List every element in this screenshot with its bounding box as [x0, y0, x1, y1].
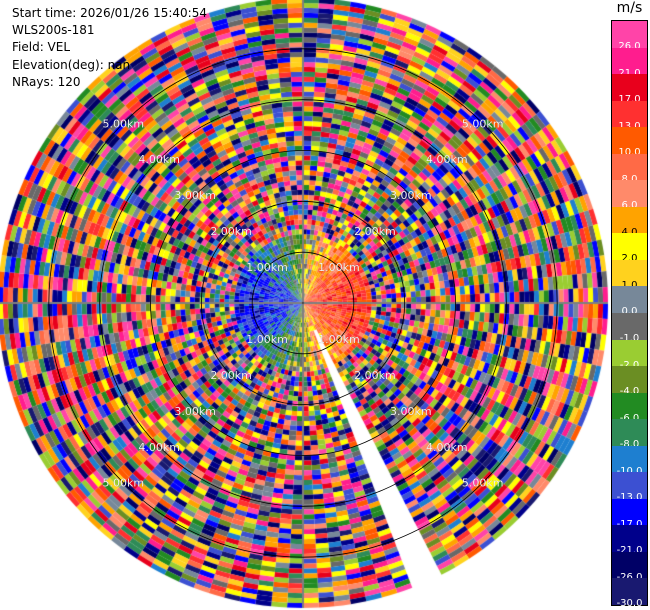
- colorbar-tick-label: 1.0: [621, 279, 638, 291]
- colorbar-tick-label: 2.0: [621, 253, 638, 265]
- colorbar-tick-label: 21.0: [618, 67, 641, 79]
- colorbar-segment: -30.0: [612, 578, 647, 609]
- colorbar: 26.0 21.0 17.0 13.0 10.0 8.0 6.0 4.0 2.0 1.0 0.0 -1…: [611, 20, 648, 609]
- range-ring-label: 3.00km: [174, 189, 216, 202]
- range-ring: [150, 150, 456, 456]
- range-ring-label: 1.00km: [318, 261, 360, 274]
- range-ring-label: 3.00km: [390, 189, 432, 202]
- colorbar-segment: -8.0: [612, 419, 647, 450]
- range-rings: 1.00km 1.00km 1.00km 1.00km 2.00km 2.00km 2.00…: [48, 48, 558, 558]
- colorbar-segment: -4.0: [612, 366, 647, 397]
- colorbar-tick-label: -26.0: [616, 571, 643, 583]
- range-ring-label: 3.00km: [174, 405, 216, 418]
- colorbar-segment: -26.0: [612, 551, 647, 583]
- range-ring-label: 2.00km: [354, 225, 396, 238]
- elevation: Elevation(deg): nan: [12, 57, 131, 72]
- range-ring-label: 5.00km: [462, 477, 504, 490]
- colorbar-tick-label: -21.0: [616, 545, 643, 557]
- range-ring-label: 2.00km: [210, 225, 252, 238]
- colorbar-segment: -2.0: [612, 339, 647, 371]
- colorbar-segment: -10.0: [612, 445, 647, 477]
- instrument-name: WLS200s-181: [12, 23, 95, 38]
- range-ring: [48, 48, 558, 558]
- range-ring-label: 4.00km: [426, 153, 468, 166]
- colorbar-segment: -6.0: [612, 392, 647, 424]
- range-ring-label: 5.00km: [462, 117, 504, 130]
- range-ring-label: 2.00km: [354, 369, 396, 382]
- colorbar-unit: m/s: [616, 0, 643, 16]
- colorbar-tick-label: 10.0: [618, 147, 641, 159]
- colorbar-segment: 13.0: [612, 100, 647, 132]
- field-name: Field: VEL: [12, 40, 71, 55]
- colorbar-tick-label: -4.0: [619, 386, 640, 398]
- colorbar-tick-label: -6.0: [619, 412, 640, 424]
- colorbar-segment: 6.0: [612, 180, 647, 211]
- colorbar-tick-label: -8.0: [619, 439, 640, 451]
- range-ring-label: 4.00km: [138, 153, 180, 166]
- range-ring-label: 1.00km: [246, 261, 288, 274]
- colorbar-tick-label: 26.0: [618, 41, 641, 53]
- colorbar-tick-label: 6.0: [621, 200, 638, 212]
- colorbar-tick-label: -10.0: [616, 465, 643, 477]
- colorbar-segment: -21.0: [612, 525, 647, 556]
- colorbar-segment: -13.0: [612, 472, 647, 503]
- colorbar-tick-label: -13.0: [616, 492, 643, 504]
- colorbar-segment: 8.0: [612, 153, 647, 185]
- colorbar-tick-label: 13.0: [618, 120, 641, 132]
- range-ring: [200, 200, 406, 406]
- colorbar-segment: -1.0: [612, 313, 647, 344]
- colorbar-tick-label: 8.0: [621, 173, 638, 185]
- colorbar-segment: 1.0: [612, 259, 647, 291]
- colorbar-segment: 4.0: [612, 206, 647, 238]
- colorbar-segment: -17.0: [612, 498, 647, 530]
- colorbar-segment: 0.0: [612, 286, 647, 317]
- colorbar-tick-label: 4.0: [621, 226, 638, 238]
- nrays: NRays: 120: [12, 74, 81, 89]
- range-ring-label: 3.00km: [390, 405, 432, 418]
- ppi-plot: [0, 0, 612, 610]
- colorbar-tick-label: -30.0: [616, 598, 643, 610]
- range-ring: [251, 251, 355, 355]
- range-ring-label: 1.00km: [246, 333, 288, 346]
- colorbar-tick-label: 17.0: [618, 94, 641, 106]
- range-ring-label: 4.00km: [426, 441, 468, 454]
- colorbar-segment: 26.0: [612, 21, 647, 52]
- colorbar-segment: 10.0: [612, 127, 647, 158]
- colorbar-segment: 2.0: [612, 233, 647, 264]
- colorbar-tick-label: 0.0: [621, 306, 638, 318]
- colorbar-tick-label: -2.0: [619, 359, 640, 371]
- range-ring-label: 4.00km: [138, 441, 180, 454]
- colorbar-tick-label: -17.0: [616, 518, 643, 530]
- range-ring-label: 1.00km: [318, 333, 360, 346]
- range-ring-label: 5.00km: [102, 477, 144, 490]
- colorbar-segment: 17.0: [612, 74, 647, 105]
- colorbar-tick-label: -1.0: [619, 333, 640, 345]
- colorbar-segment: 21.0: [612, 47, 647, 79]
- range-ring: [99, 99, 507, 507]
- range-ring-label: 2.00km: [210, 369, 252, 382]
- scan-info: Start time: 2026/01/26 15:40:54 WLS200s-…: [12, 5, 207, 91]
- start-time: Start time: 2026/01/26 15:40:54: [12, 6, 207, 20]
- range-ring-label: 5.00km: [102, 117, 144, 130]
